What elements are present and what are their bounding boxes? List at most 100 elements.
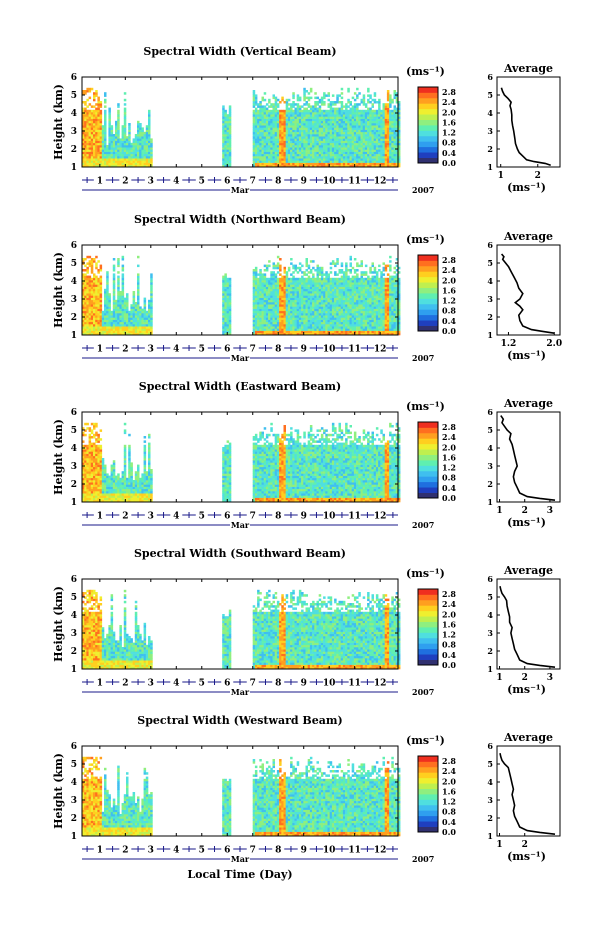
heatmap-cell [325,147,328,150]
heatmap-cell [347,145,350,148]
heatmap-cell [224,116,227,119]
heatmap-cell [373,118,377,122]
heatmap-cell [108,317,111,320]
heatmap-cell [143,134,147,137]
heatmap-cell [143,136,147,139]
heatmap-cell [314,153,317,157]
heatmap-cell [279,116,282,119]
heatmap-cell [314,136,317,139]
heatmap-cell [137,302,140,305]
heatmap-cell [303,310,306,314]
heatmap-cell [364,125,368,128]
heatmap-cell [268,264,271,268]
heatmap-cell [141,332,144,336]
heatmap-cell [276,293,280,296]
heatmap-cell [117,149,120,152]
heatmap-cell [369,131,372,135]
heatmap-cell [93,324,96,327]
heatmap-cell [298,315,302,318]
heatmap-cell [331,317,335,320]
heatmap-cell [356,125,359,128]
heatmap-cell [331,280,335,283]
heatmap-cell [325,123,328,126]
heatmap-cell [117,147,120,150]
heatmap-cell [228,315,232,318]
heatmap-cell [334,129,337,133]
heatmap-cell [340,330,344,334]
heatmap-cell [90,116,94,119]
heatmap-cell [95,120,98,124]
heatmap-cell [298,153,302,157]
heatmap-cell [261,116,264,119]
heatmap-cell [272,306,275,309]
heatmap-cell [318,120,322,124]
heatmap-cell [82,295,85,298]
heatmap-cell [316,288,319,292]
heatmap-cell [115,317,118,320]
heatmap-cell [254,116,258,119]
heatmap-cell [296,129,300,133]
heatmap-cell [261,151,264,155]
heatmap-cell [338,299,341,303]
heatmap-cell [281,313,284,316]
heatmap-cell [93,129,96,133]
heatmap-cell [274,162,278,166]
heatmap-cell [305,258,308,261]
heatmap-cell [145,153,149,157]
heatmap-cell [252,94,256,97]
heatmap-cell [93,162,96,166]
heatmap-cell [226,160,230,163]
heatmap-cell [378,101,381,104]
heatmap-cell [303,114,306,117]
avg-y-tick-label: 5 [487,90,493,100]
heatmap-cell [347,156,350,159]
heatmap-cell [222,153,225,157]
heatmap-cell [294,153,297,157]
heatmap-cell [380,162,383,166]
heatmap-cell [281,284,284,287]
heatmap-cell [132,151,136,155]
heatmap-cell [314,304,317,307]
heatmap-cell [261,326,264,329]
heatmap-cell [137,277,140,281]
heatmap-cell [323,319,326,323]
heatmap-cell [369,140,372,144]
heatmap-cell [301,297,304,301]
heatmap-cell [386,103,390,106]
heatmap-cell [270,288,273,292]
heatmap-cell [117,299,120,303]
heatmap-cell [349,134,352,137]
heatmap-cell [292,306,295,309]
heatmap-cell [265,125,269,128]
heatmap-cell [382,120,385,124]
heatmap-cell [84,330,87,334]
heatmap-cell [340,295,344,298]
heatmap-cell [303,120,306,124]
heatmap-cell [263,131,267,135]
heatmap-cell [88,149,92,152]
heatmap-cell [117,116,120,119]
heatmap-cell [261,319,264,323]
heatmap-cell [287,98,291,102]
heatmap-cell [312,319,315,323]
colorbar-swatch [418,125,438,131]
heatmap-cell [224,291,227,294]
heatmap-cell [143,160,147,163]
heatmap-cell [276,295,280,298]
heatmap-cell [325,158,328,161]
heatmap-cell [276,306,280,309]
heatmap-cell [285,116,289,119]
heatmap-cell [106,273,109,276]
heatmap-cell [281,321,284,325]
heatmap-cell [257,310,260,314]
heatmap-cell [272,304,275,307]
heatmap-cell [285,134,289,137]
heatmap-cell [290,310,293,314]
heatmap-cell [95,275,98,279]
heatmap-cell [287,162,291,166]
heatmap-cell [360,114,363,117]
heatmap-cell [397,136,401,139]
heatmap-cell [82,282,85,285]
heatmap-cell [356,116,359,119]
heatmap-cell [314,330,317,334]
